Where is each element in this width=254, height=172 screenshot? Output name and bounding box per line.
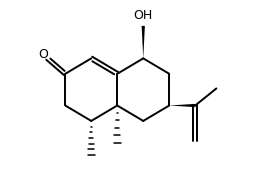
- Polygon shape: [142, 26, 145, 58]
- Text: OH: OH: [134, 9, 153, 22]
- Polygon shape: [169, 104, 195, 107]
- Text: O: O: [38, 48, 48, 61]
